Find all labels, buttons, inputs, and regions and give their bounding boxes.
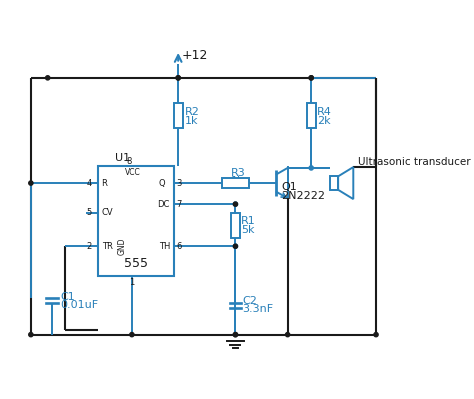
Text: 1k: 1k [185, 116, 199, 126]
Text: DC: DC [157, 200, 170, 209]
Circle shape [309, 166, 313, 170]
Circle shape [29, 332, 33, 337]
Text: C2: C2 [242, 296, 257, 306]
Bar [173, 103, 183, 128]
Text: 3: 3 [176, 179, 182, 188]
Text: R3: R3 [231, 168, 246, 178]
Text: 6: 6 [176, 242, 182, 251]
Text: +12: +12 [182, 49, 208, 61]
Text: TR: TR [101, 242, 112, 251]
Text: 2k: 2k [317, 116, 331, 126]
Text: 5k: 5k [241, 225, 255, 235]
Text: GND: GND [117, 237, 126, 255]
Circle shape [233, 244, 237, 248]
Text: Ultrasonic transducer: Ultrasonic transducer [357, 157, 470, 167]
Circle shape [309, 76, 313, 80]
Bar [330, 176, 338, 190]
Polygon shape [338, 167, 353, 199]
Circle shape [176, 76, 180, 80]
Text: 5: 5 [86, 208, 91, 217]
Text: 2: 2 [86, 242, 91, 251]
Circle shape [29, 181, 33, 185]
Text: 1: 1 [129, 278, 135, 287]
Text: R1: R1 [241, 216, 256, 226]
Text: 4: 4 [86, 179, 91, 188]
Circle shape [309, 76, 313, 80]
Bar [222, 178, 249, 188]
Circle shape [374, 332, 378, 337]
Bar [98, 166, 174, 276]
Text: CV: CV [101, 208, 113, 217]
Text: 555: 555 [124, 257, 148, 270]
Text: Q: Q [159, 179, 165, 188]
Circle shape [176, 76, 180, 80]
Text: R2: R2 [185, 107, 200, 117]
Text: 1k: 1k [231, 176, 245, 186]
Text: R4: R4 [317, 107, 332, 117]
Text: TH: TH [159, 242, 170, 251]
Text: 3.3nF: 3.3nF [242, 304, 273, 314]
Text: 2N2222: 2N2222 [281, 191, 325, 201]
Text: VCC: VCC [125, 168, 141, 178]
Circle shape [233, 244, 237, 248]
Circle shape [233, 202, 237, 206]
Bar [231, 213, 240, 238]
Text: 0.01uF: 0.01uF [60, 300, 99, 310]
Text: U1: U1 [115, 153, 130, 163]
Text: Q1: Q1 [281, 182, 297, 192]
Circle shape [233, 332, 237, 337]
Text: R: R [101, 179, 108, 188]
Circle shape [233, 332, 237, 337]
Circle shape [233, 202, 237, 206]
Text: 7: 7 [176, 200, 182, 209]
Text: C1: C1 [60, 292, 75, 302]
Circle shape [285, 332, 290, 337]
Circle shape [130, 332, 134, 337]
Bar [307, 103, 316, 128]
Text: 8: 8 [127, 157, 132, 166]
Circle shape [46, 76, 50, 80]
